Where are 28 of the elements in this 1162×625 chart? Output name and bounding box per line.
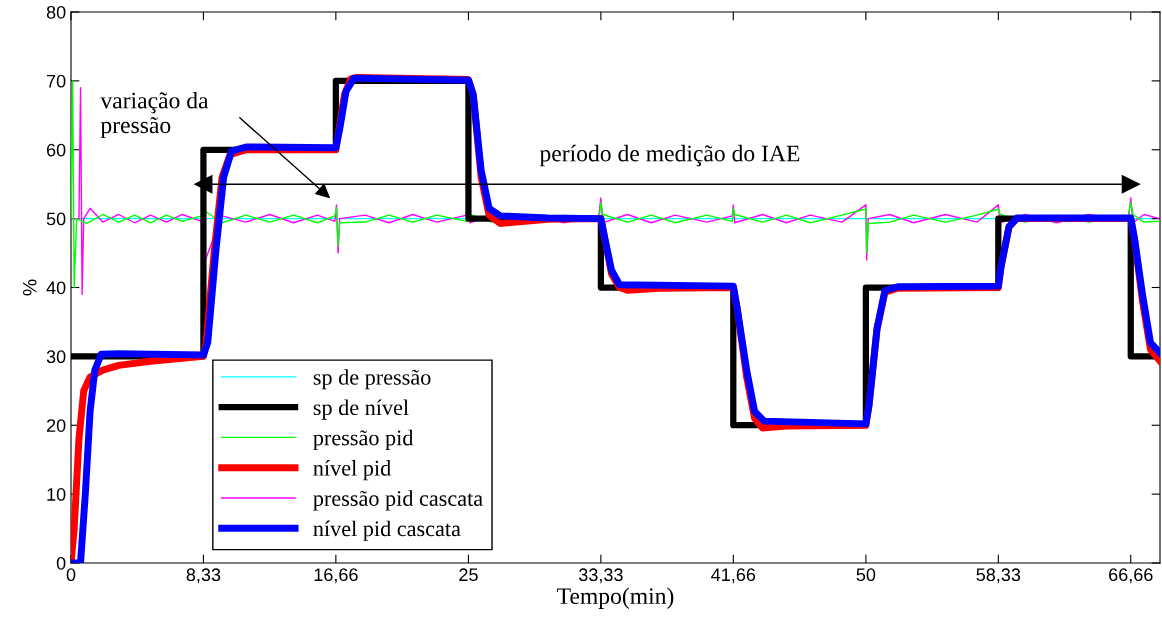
annotation: período de medição do IAE <box>539 144 800 167</box>
y-tick-label: 80 <box>46 5 66 19</box>
y-tick-label: 60 <box>46 143 66 157</box>
y-tick-label: 20 <box>46 419 66 432</box>
legend-label: sp de pressão <box>313 369 431 390</box>
y-tick-label: 40 <box>46 281 66 295</box>
x-axis-title: Tempo(min) <box>557 587 674 609</box>
x-tick-label: 8,33 <box>186 568 221 584</box>
y-tick-label: 50 <box>46 212 66 226</box>
legend-label: nível pid cascata <box>313 520 461 541</box>
y-tick-label: 0 <box>56 556 66 570</box>
x-tick-label: 58,33 <box>976 568 1021 584</box>
annotation: variação da pressão <box>100 91 209 138</box>
legend-label: nível pid <box>313 460 391 481</box>
x-tick-label: 66,66 <box>1109 568 1153 584</box>
x-tick-label: 33,33 <box>578 568 623 584</box>
x-tick-label: 25 <box>459 568 478 582</box>
legend-label: pressão pid <box>313 429 414 450</box>
y-axis-title: % <box>22 279 37 296</box>
x-tick-label: 16,66 <box>314 568 358 584</box>
legend-label: sp de nível <box>313 399 409 420</box>
y-tick-label: 30 <box>46 350 66 364</box>
y-tick-label: 10 <box>47 488 66 501</box>
x-tick-label: 50 <box>856 568 876 582</box>
legend-label: pressão pid cascata <box>313 490 483 511</box>
x-tick-label: 0 <box>66 568 76 582</box>
y-tick-label: 70 <box>46 74 66 88</box>
x-tick-label: 41,66 <box>711 568 756 584</box>
